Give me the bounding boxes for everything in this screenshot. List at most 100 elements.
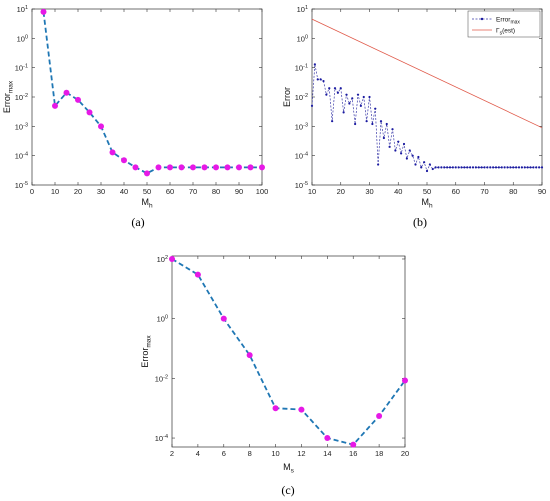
data-point xyxy=(457,166,460,169)
data-point xyxy=(443,166,446,169)
y-tick-label: 10-2 xyxy=(295,93,308,102)
data-point xyxy=(359,104,362,107)
data-point xyxy=(494,166,498,169)
data-point xyxy=(480,166,483,169)
data-point xyxy=(391,128,394,131)
data-point xyxy=(526,166,529,169)
data-point xyxy=(515,166,518,169)
data-point xyxy=(402,142,406,146)
data-point xyxy=(405,157,408,160)
data-point xyxy=(402,377,408,384)
data-point xyxy=(98,123,104,130)
x-tick-label: 12 xyxy=(297,449,305,458)
x-tick-label: 60 xyxy=(452,187,460,196)
y-tick-label: 10-2 xyxy=(15,93,28,102)
data-point xyxy=(368,95,371,99)
x-tick-label: 8 xyxy=(248,449,252,458)
data-point xyxy=(486,166,489,169)
data-point xyxy=(324,435,331,442)
data-point xyxy=(144,170,150,177)
x-tick-label: 20 xyxy=(74,187,82,196)
x-axis-label: Ms xyxy=(283,462,295,475)
data-point xyxy=(109,149,116,156)
x-tick-label: 70 xyxy=(480,187,488,196)
data-point xyxy=(440,166,443,169)
data-point xyxy=(529,166,532,169)
data-point xyxy=(477,166,480,169)
data-point xyxy=(474,166,477,169)
legend xyxy=(467,10,541,38)
data-point xyxy=(322,79,325,83)
data-point xyxy=(259,164,265,171)
data-point xyxy=(331,120,334,123)
panel-c: 2 4 6 8 10 12 14 16 18 20 10-4 10-2 100 102 Ms Errormax… xyxy=(140,255,409,497)
y-tick-label: 10-4 xyxy=(15,152,28,161)
x-tick-label: 70 xyxy=(189,187,197,196)
data-point xyxy=(213,164,219,171)
data-point xyxy=(362,95,365,99)
data-point xyxy=(194,271,201,278)
data-point xyxy=(63,89,70,96)
data-point xyxy=(376,412,383,419)
x-tick-label: 80 xyxy=(509,187,517,196)
data-point xyxy=(382,136,385,140)
data-point xyxy=(298,406,305,413)
y-axis-label: Errormax xyxy=(140,335,153,368)
data-point xyxy=(460,166,463,169)
y-tick-label: 101 xyxy=(297,5,308,14)
data-point xyxy=(425,169,429,173)
data-point xyxy=(201,164,208,171)
y-tick-label: 101 xyxy=(17,5,28,14)
data-point xyxy=(423,161,426,164)
data-point xyxy=(190,164,196,171)
data-point xyxy=(132,164,139,171)
data-point xyxy=(483,166,486,169)
data-point xyxy=(319,78,322,81)
x-tick-label: 90 xyxy=(235,187,243,196)
data-point xyxy=(316,78,319,81)
data-point xyxy=(523,166,526,169)
data-point xyxy=(469,166,472,169)
data-point xyxy=(354,122,357,126)
panel-caption: (c) xyxy=(281,483,294,497)
data-point xyxy=(471,166,475,169)
data-point xyxy=(394,149,397,152)
data-point xyxy=(86,109,93,116)
x-tick-label: 4 xyxy=(196,449,200,458)
plot-area xyxy=(31,8,263,186)
x-tick-label: 30 xyxy=(97,187,105,196)
y-tick-label: 10-4 xyxy=(155,434,168,443)
data-point xyxy=(356,93,360,96)
data-point xyxy=(272,405,279,412)
data-point xyxy=(509,166,512,169)
y-axis-label: Error xyxy=(282,87,292,107)
data-point xyxy=(371,122,374,126)
data-point xyxy=(512,166,515,169)
data-point xyxy=(448,166,452,169)
data-point xyxy=(351,97,354,100)
data-point xyxy=(428,163,431,166)
data-point xyxy=(325,93,328,96)
x-tick-label: 40 xyxy=(120,187,128,196)
x-tick-label: 16 xyxy=(349,449,357,458)
data-point xyxy=(246,352,253,359)
x-tick-label: 10 xyxy=(51,187,59,196)
data-point xyxy=(538,166,541,169)
data-point xyxy=(333,87,337,90)
data-point xyxy=(224,164,231,171)
data-point xyxy=(350,441,357,448)
data-point xyxy=(385,122,388,126)
x-tick-label: 50 xyxy=(423,187,431,196)
panel-caption: (b) xyxy=(413,215,427,229)
data-point xyxy=(169,255,175,262)
x-axis-label: Mh xyxy=(141,197,153,210)
data-point xyxy=(466,166,469,169)
x-tick-label: 90 xyxy=(538,187,546,196)
data-point xyxy=(236,164,242,171)
data-point xyxy=(532,166,535,169)
data-point xyxy=(345,93,348,96)
data-point xyxy=(497,166,500,169)
data-point xyxy=(451,166,454,169)
x-tick-label: 40 xyxy=(394,187,402,196)
data-point xyxy=(454,166,457,169)
